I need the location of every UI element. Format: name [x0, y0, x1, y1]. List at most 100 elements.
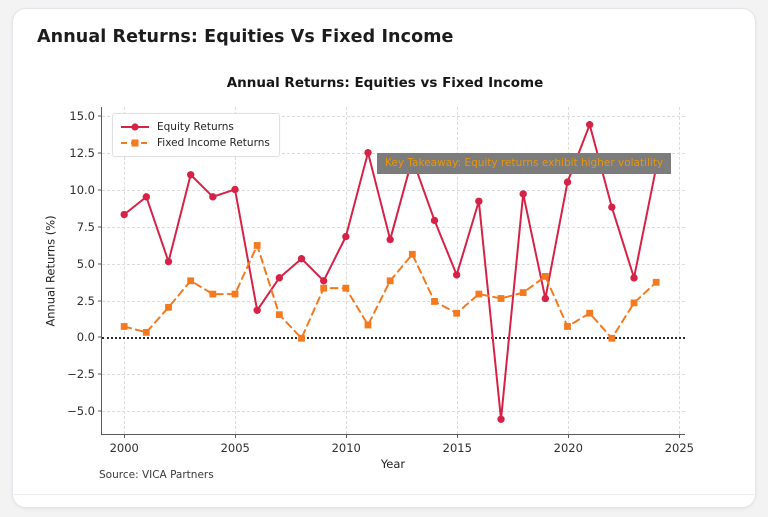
data-point[interactable] — [120, 210, 128, 219]
y-tick-label: 7.5 — [76, 219, 95, 234]
data-point[interactable] — [297, 255, 306, 263]
data-point[interactable] — [386, 235, 394, 244]
y-tick-label: −5.0 — [67, 404, 95, 419]
y-tick-mark — [98, 152, 102, 154]
data-point[interactable] — [564, 323, 571, 330]
data-point[interactable] — [630, 299, 638, 307]
y-tick-mark — [98, 410, 102, 412]
data-point[interactable] — [164, 257, 173, 266]
data-point[interactable] — [253, 306, 261, 314]
y-axis-label: Annual Returns (%) — [43, 107, 59, 435]
data-point[interactable] — [275, 274, 284, 282]
data-point[interactable] — [386, 277, 394, 285]
legend-item-fixed-income[interactable]: Fixed Income Returns — [120, 135, 270, 151]
data-point[interactable] — [186, 171, 195, 179]
data-point[interactable] — [187, 277, 195, 285]
series-line-fixed-income — [123, 244, 658, 340]
data-point[interactable] — [630, 274, 638, 282]
data-point[interactable] — [585, 120, 594, 129]
data-point[interactable] — [519, 289, 527, 296]
source-note: Source: VICA Partners — [99, 469, 214, 481]
y-tick-mark — [98, 300, 102, 302]
data-point[interactable] — [298, 334, 305, 342]
data-point[interactable] — [475, 290, 483, 298]
y-tick-mark — [98, 115, 102, 117]
y-gridline — [102, 263, 685, 265]
x-tick-label: 2010 — [331, 441, 361, 455]
data-point[interactable] — [475, 197, 483, 205]
legend-label-equity: Equity Returns — [157, 121, 234, 133]
x-tick-label: 2000 — [109, 441, 139, 455]
footer-divider — [14, 494, 754, 495]
legend-key-fixed-income-icon — [121, 139, 149, 147]
x-axis-label: Year — [380, 457, 406, 471]
y-gridline — [102, 300, 685, 302]
y-tick-label: 15.0 — [69, 108, 95, 123]
x-gridline — [124, 107, 126, 434]
data-point[interactable] — [430, 216, 439, 225]
x-gridline — [568, 107, 570, 434]
data-point[interactable] — [342, 232, 350, 241]
data-point[interactable] — [452, 271, 461, 279]
data-point[interactable] — [231, 185, 239, 194]
x-tick-mark — [568, 434, 570, 438]
data-point[interactable] — [364, 148, 372, 157]
data-point[interactable] — [364, 321, 372, 329]
data-point[interactable] — [142, 328, 150, 336]
x-gridline — [679, 107, 681, 434]
card-title: Annual Returns: Equities Vs Fixed Income — [37, 27, 454, 47]
data-point[interactable] — [586, 309, 594, 317]
data-point[interactable] — [652, 278, 660, 286]
data-point[interactable] — [120, 323, 128, 330]
x-gridline — [235, 107, 237, 434]
data-point[interactable] — [431, 298, 438, 305]
x-gridline — [346, 107, 348, 434]
data-point[interactable] — [497, 415, 505, 423]
x-tick-mark — [346, 434, 348, 438]
x-tick-mark — [679, 434, 681, 438]
data-point[interactable] — [209, 290, 217, 298]
data-point[interactable] — [142, 193, 151, 201]
y-tick-label: 0.0 — [76, 330, 95, 345]
legend-key-equity-icon — [121, 123, 149, 131]
data-point[interactable] — [342, 284, 350, 292]
data-point[interactable] — [541, 273, 549, 280]
legend-item-equity[interactable]: Equity Returns — [120, 119, 270, 135]
x-tick-label: 2025 — [664, 441, 694, 455]
y-tick-mark — [98, 373, 102, 375]
data-point[interactable] — [541, 294, 550, 303]
chart-title: Annual Returns: Equities vs Fixed Income — [226, 75, 544, 91]
x-tick-mark — [457, 434, 459, 438]
chart-card: Annual Returns: Equities Vs Fixed Income… — [12, 8, 756, 508]
y-gridline — [102, 115, 685, 117]
y-gridline — [102, 374, 685, 376]
data-point[interactable] — [165, 303, 172, 311]
y-tick-mark — [98, 189, 102, 191]
data-point[interactable] — [608, 334, 616, 342]
data-point[interactable] — [209, 193, 217, 201]
y-tick-mark — [98, 226, 102, 228]
y-gridline — [102, 411, 685, 413]
data-point[interactable] — [275, 311, 283, 319]
data-point[interactable] — [519, 190, 527, 198]
y-tick-label: 10.0 — [69, 182, 95, 197]
data-point[interactable] — [608, 203, 616, 211]
data-point[interactable] — [497, 295, 505, 302]
y-tick-mark — [98, 263, 102, 265]
y-tick-label: 12.5 — [69, 145, 95, 160]
chart-legend[interactable]: Equity Returns Fixed Income Returns — [112, 113, 280, 157]
data-point[interactable] — [563, 178, 572, 186]
data-point[interactable] — [231, 290, 239, 298]
data-point[interactable] — [319, 277, 328, 285]
zero-reference-line — [102, 337, 685, 340]
chart-figure: Annual Returns: Equities vs Fixed Income… — [25, 65, 745, 471]
data-point[interactable] — [320, 284, 328, 292]
y-tick-label: 5.0 — [76, 256, 95, 271]
data-point[interactable] — [408, 250, 416, 258]
data-point[interactable] — [453, 309, 461, 317]
legend-label-fixed-income: Fixed Income Returns — [157, 137, 270, 149]
data-point[interactable] — [253, 242, 261, 249]
y-tick-label: −2.5 — [67, 367, 95, 382]
y-tick-label: 2.5 — [76, 293, 95, 308]
